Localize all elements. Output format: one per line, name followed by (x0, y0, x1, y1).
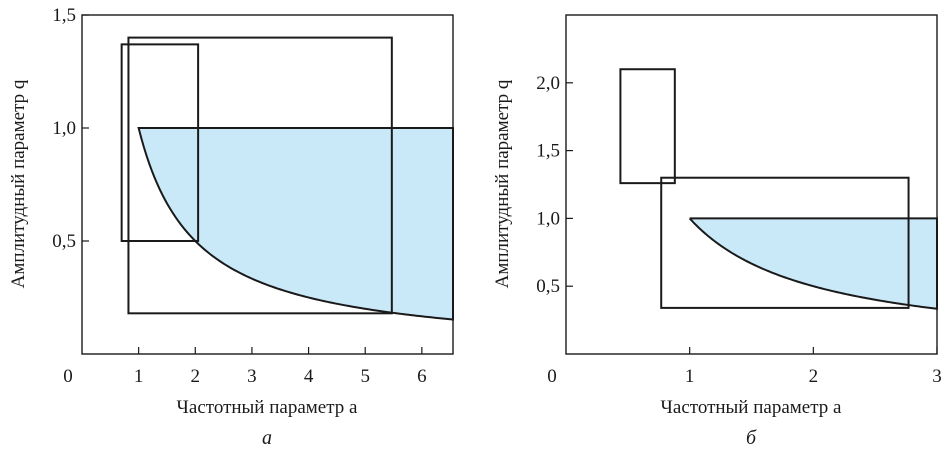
y-tick-label-a: 0,5 (52, 231, 76, 252)
rectangle-layer-b (619, 68, 910, 309)
x-tick-label-b: 0 (547, 366, 557, 387)
y-tick-label-b: 0,5 (536, 276, 560, 297)
parameter-rectangle-a-2 (127, 36, 393, 315)
x-tick-label-a: 4 (304, 366, 314, 387)
tick-layer-b: 0 1 2 3 0,5 1,0 1,5 2,0 (536, 73, 942, 387)
y-tick-label-a: 1,5 (52, 5, 76, 26)
region-layer-a (137, 127, 454, 321)
x-tick-label-a: 0 (63, 366, 73, 387)
rectangle-layer-a (120, 36, 393, 315)
y-tick-label-b: 2,0 (536, 73, 560, 94)
parameter-rectangle-b-2 (660, 176, 910, 309)
parameter-rectangle-a-1 (120, 43, 200, 242)
x-tick-label-a: 2 (191, 366, 201, 387)
region-layer-b (688, 217, 938, 310)
x-axis-label-b: Частотный параметр a (661, 397, 842, 418)
x-tick-label-a: 5 (360, 366, 370, 387)
y-tick-label-a: 1,0 (52, 118, 76, 139)
chart-panel-a: 0 1 2 3 4 5 6 0,5 1,0 1,5 Частотный параметр a Ам… (8, 5, 454, 449)
chart-panel-b: 0 1 2 3 0,5 1,0 1,5 2,0 Частотный параметр a Ам… (492, 14, 942, 449)
x-tick-label-b: 3 (932, 366, 942, 387)
plot-frame-b (565, 14, 938, 355)
y-axis-label-a: Амплитудный параметр q (8, 79, 29, 288)
x-tick-label-b: 2 (809, 366, 819, 387)
stability-region-b (688, 217, 938, 310)
x-tick-label-a: 6 (417, 366, 427, 387)
x-tick-label-a: 3 (247, 366, 257, 387)
panel-label-b: б (746, 427, 757, 449)
y-tick-label-b: 1,0 (536, 208, 560, 229)
y-axis-label-b: Амплитудный параметр q (492, 79, 513, 288)
x-tick-label-b: 1 (685, 366, 695, 387)
parameter-rectangle-b-1 (619, 68, 676, 185)
y-tick-label-b: 1,5 (536, 141, 560, 162)
panel-label-a: а (262, 427, 272, 449)
x-tick-label-a: 1 (134, 366, 144, 387)
x-axis-label-a: Частотный параметр a (177, 397, 358, 418)
stability-region-a (137, 127, 454, 321)
tick-layer-a: 0 1 2 3 4 5 6 0,5 1,0 1,5 (52, 5, 426, 387)
